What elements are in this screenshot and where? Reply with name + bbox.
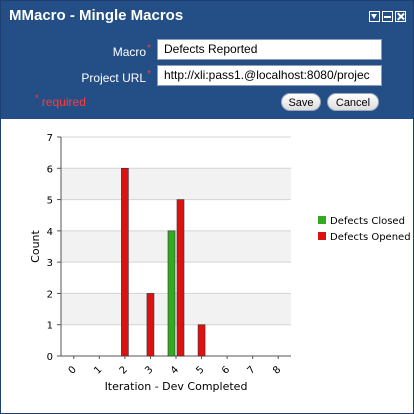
grid-band	[61, 324, 291, 356]
grid-band	[61, 262, 291, 294]
grid-band	[61, 199, 291, 231]
macro-form-panel: MMacro - Mingle Macros Macro* Defects Re…	[1, 1, 413, 119]
bar-closed	[167, 230, 176, 357]
cancel-button[interactable]: Cancel	[327, 93, 379, 111]
y-tick-label: 7	[47, 133, 53, 144]
grid-band	[61, 230, 291, 263]
minimize-icon[interactable]	[382, 11, 393, 22]
required-star: *	[147, 69, 151, 80]
x-tick-label: 0	[67, 364, 79, 376]
y-tick-label: 3	[47, 258, 53, 269]
close-icon[interactable]	[395, 11, 406, 22]
bar-opened	[146, 293, 155, 357]
macro-label: Macro*	[112, 43, 151, 59]
bar-opened	[176, 199, 185, 357]
bar-chart: 0 1 2 3 4 5 6 7 0 1 2 3 4 5 6 7 8 Iteration - Dev Complet…	[29, 133, 411, 393]
y-tick-label: 6	[47, 164, 53, 175]
x-tick-label: 3	[143, 364, 155, 376]
window-controls	[367, 7, 406, 26]
x-tick-label: 8	[271, 364, 283, 376]
y-tick-label: 4	[47, 227, 53, 238]
project-url-input[interactable]: http://xli:pass1.@localhost:8080/projec	[157, 65, 382, 86]
required-note: * required	[35, 93, 86, 109]
x-tick-label: 2	[118, 364, 130, 376]
legend-label: Defects Opened	[330, 232, 411, 243]
bar-opened	[121, 167, 129, 357]
grid-band	[61, 137, 291, 169]
x-tick-label: 7	[246, 364, 258, 376]
collapse-icon[interactable]	[369, 11, 380, 22]
x-axis-title: Iteration - Dev Completed	[105, 380, 248, 393]
x-tick-label: 5	[194, 364, 206, 376]
grid-band	[61, 168, 291, 200]
y-axis-title: Count	[29, 229, 42, 262]
x-tick-label: 6	[220, 364, 232, 376]
x-tick-label: 4	[169, 364, 181, 376]
bar-opened	[197, 324, 206, 357]
macro-input[interactable]: Defects Reported	[157, 39, 382, 60]
chart-panel: 0 1 2 3 4 5 6 7 0 1 2 3 4 5 6 7 8 Iteration - Dev Complet…	[1, 119, 413, 413]
y-tick-label: 5	[47, 196, 53, 207]
legend-swatch	[318, 232, 326, 240]
x-tick-label: 1	[92, 364, 104, 376]
grid-band	[61, 293, 291, 325]
y-tick-label: 0	[47, 352, 53, 363]
required-star: *	[147, 43, 151, 54]
project-url-label: Project URL*	[81, 69, 151, 85]
legend-swatch	[318, 216, 326, 224]
save-button[interactable]: Save	[281, 93, 321, 111]
y-tick-label: 1	[47, 321, 53, 332]
y-tick-label: 2	[47, 289, 53, 300]
window-title: MMacro - Mingle Macros	[9, 7, 184, 24]
legend-label: Defects Closed	[330, 216, 405, 227]
